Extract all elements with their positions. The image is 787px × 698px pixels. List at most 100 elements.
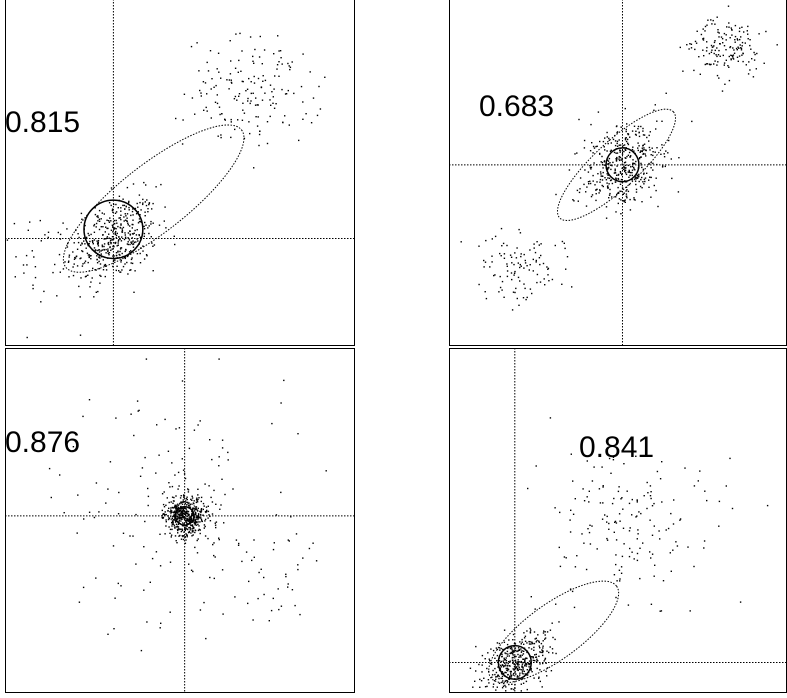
data-point <box>511 688 513 690</box>
data-point <box>704 30 706 32</box>
data-point <box>548 651 550 654</box>
data-point <box>652 151 654 153</box>
data-point <box>205 510 208 513</box>
data-point <box>138 194 141 196</box>
data-point <box>182 469 185 471</box>
data-point <box>235 33 237 35</box>
data-point <box>180 514 183 516</box>
data-point <box>528 269 530 271</box>
data-point <box>713 63 715 65</box>
data-point <box>527 674 529 676</box>
data-point <box>118 195 121 197</box>
data-point <box>634 133 637 136</box>
data-point <box>587 181 590 183</box>
data-point <box>641 176 643 179</box>
data-point <box>151 557 154 560</box>
data-point <box>177 488 179 490</box>
data-point <box>181 512 183 515</box>
data-point <box>654 151 656 153</box>
data-point <box>144 456 146 459</box>
data-point <box>115 252 118 254</box>
data-point <box>237 71 239 73</box>
data-point <box>629 156 631 158</box>
data-point <box>512 291 515 293</box>
data-point <box>636 174 638 176</box>
data-point <box>631 169 634 171</box>
data-point <box>617 186 619 189</box>
data-point <box>618 156 620 158</box>
data-point <box>592 174 594 177</box>
data-point <box>194 546 196 549</box>
data-point <box>236 99 238 101</box>
data-point <box>613 497 615 500</box>
data-point <box>672 549 674 551</box>
data-point <box>703 547 705 549</box>
data-point <box>624 149 626 151</box>
data-point <box>520 683 522 685</box>
data-point <box>697 480 699 482</box>
data-point <box>173 519 175 521</box>
data-point <box>603 146 605 148</box>
data-point <box>188 527 190 529</box>
data-point <box>492 669 494 672</box>
data-point <box>181 501 184 503</box>
data-point <box>533 243 535 245</box>
data-point <box>111 209 114 212</box>
data-point <box>297 433 299 435</box>
data-point <box>190 498 192 501</box>
data-point <box>518 668 521 670</box>
data-point <box>537 634 539 636</box>
data-point <box>636 552 639 555</box>
data-point <box>137 222 140 224</box>
data-point <box>120 259 122 261</box>
data-point <box>143 232 146 235</box>
data-point <box>741 41 744 44</box>
data-point <box>96 255 98 257</box>
data-point <box>184 503 186 505</box>
data-point <box>516 675 519 677</box>
data-point <box>536 241 538 243</box>
data-point <box>25 254 28 257</box>
data-point <box>649 131 651 133</box>
data-point <box>143 546 145 548</box>
data-point <box>710 19 712 21</box>
data-point <box>542 262 545 265</box>
data-point <box>534 654 536 656</box>
data-point <box>517 659 519 661</box>
data-point <box>622 527 625 529</box>
data-point <box>179 528 181 530</box>
data-point <box>686 44 688 46</box>
data-point <box>549 646 551 648</box>
data-point <box>621 150 624 152</box>
data-point <box>663 153 665 155</box>
data-point <box>713 41 716 44</box>
data-point <box>186 517 188 520</box>
data-point <box>624 139 627 141</box>
data-point <box>713 45 715 47</box>
data-point <box>77 233 79 235</box>
data-point <box>180 510 182 512</box>
data-point <box>505 686 507 688</box>
data-point <box>545 662 547 664</box>
data-point <box>616 156 618 159</box>
data-point <box>702 38 704 40</box>
data-point <box>268 620 270 622</box>
data-point <box>191 528 193 530</box>
data-point <box>234 95 237 98</box>
data-point <box>283 379 285 382</box>
data-point <box>129 243 131 246</box>
data-point <box>507 653 509 655</box>
data-point <box>139 252 141 255</box>
data-point <box>525 657 527 659</box>
data-point <box>721 38 724 40</box>
data-point <box>639 157 641 159</box>
data-point <box>583 147 586 149</box>
data-point <box>180 530 182 533</box>
data-point <box>621 555 624 558</box>
data-point <box>171 523 173 525</box>
data-point <box>198 528 200 531</box>
data-point <box>83 262 86 264</box>
data-point <box>119 254 121 256</box>
data-point <box>544 631 546 633</box>
data-point <box>189 504 191 506</box>
